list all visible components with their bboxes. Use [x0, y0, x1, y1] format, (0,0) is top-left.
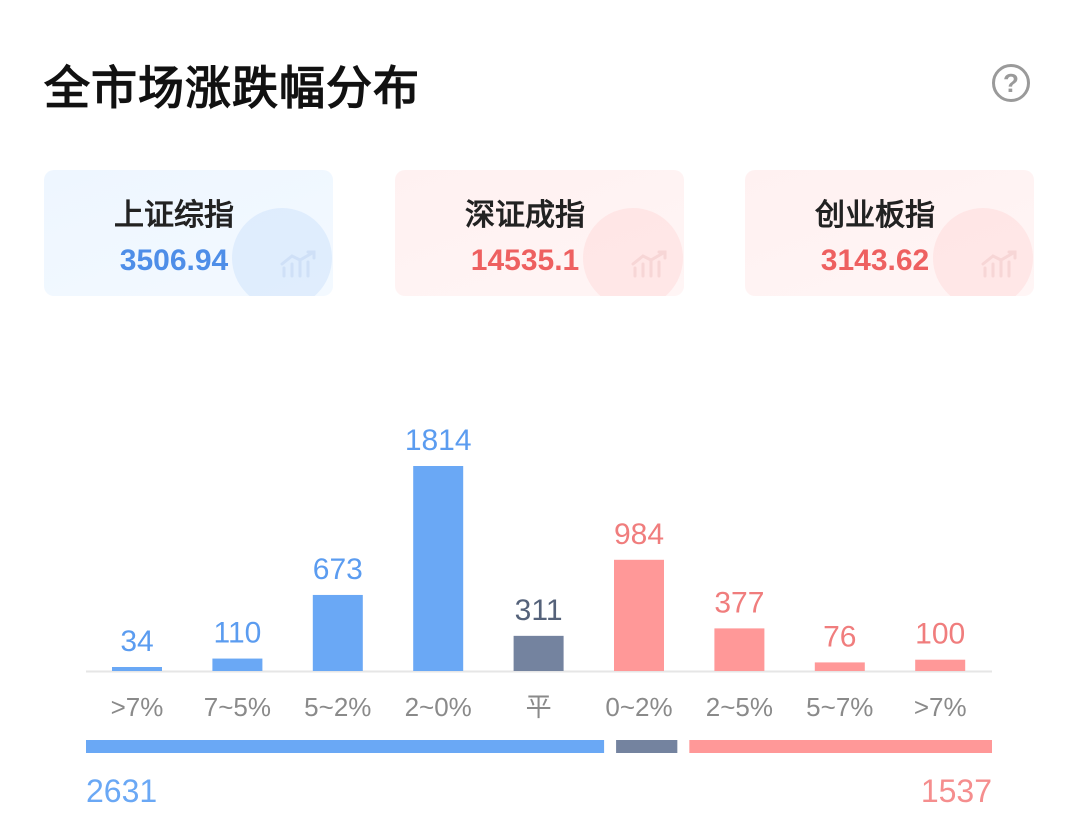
bar-down — [112, 667, 162, 671]
index-value: 3143.62 — [820, 244, 930, 277]
index-name: 深证成指 — [465, 198, 585, 233]
up-total-count: 1537 — [920, 773, 992, 809]
help-icon[interactable]: ? — [992, 64, 1030, 102]
category-label: 0~2% — [605, 692, 672, 722]
bar-down — [413, 466, 464, 671]
bar-up — [915, 659, 966, 671]
category-label: 2~0% — [405, 692, 472, 722]
bar-up — [814, 662, 865, 671]
category-label: 2~5% — [706, 692, 773, 722]
index-card-chinext[interactable]: 创业板指 3143.62 — [745, 170, 1034, 296]
value-label: 673 — [313, 553, 363, 586]
category-label: 5~2% — [304, 692, 371, 722]
bar-up — [614, 559, 664, 671]
bar-flat — [513, 635, 564, 671]
trend-chart-icon — [631, 250, 667, 278]
value-label: 34 — [120, 625, 153, 658]
index-name: 上证综指 — [114, 198, 234, 233]
summary-bar-flat — [616, 740, 678, 753]
value-label: 76 — [823, 620, 856, 653]
category-label: 5~7% — [806, 692, 873, 722]
summary-bar-up — [689, 740, 992, 753]
index-value: 3506.94 — [119, 244, 229, 277]
category-label: 平 — [526, 692, 552, 722]
value-label: 100 — [915, 618, 965, 651]
summary-bar-down — [86, 740, 605, 753]
down-total-count: 2631 — [86, 773, 158, 809]
value-label: 1814 — [405, 424, 472, 457]
trend-chart-icon — [981, 250, 1017, 278]
bar-up — [714, 628, 765, 671]
index-card-sse[interactable]: 上证综指 3506.94 — [44, 170, 333, 296]
category-label: 7~5% — [204, 692, 271, 722]
index-name: 创业板指 — [815, 198, 935, 233]
value-label: 110 — [213, 617, 261, 650]
bar-down — [212, 658, 263, 671]
value-label: 311 — [515, 594, 563, 627]
index-value: 14535.1 — [470, 244, 580, 277]
category-label: >7% — [111, 692, 164, 722]
page-title: 全市场涨跌幅分布 — [44, 61, 420, 115]
value-label: 377 — [714, 586, 764, 619]
trend-chart-icon — [280, 250, 316, 278]
bar-down — [312, 594, 363, 671]
value-label: 984 — [614, 518, 664, 551]
category-label: >7% — [914, 692, 967, 722]
index-card-szse[interactable]: 深证成指 14535.1 — [395, 170, 684, 296]
